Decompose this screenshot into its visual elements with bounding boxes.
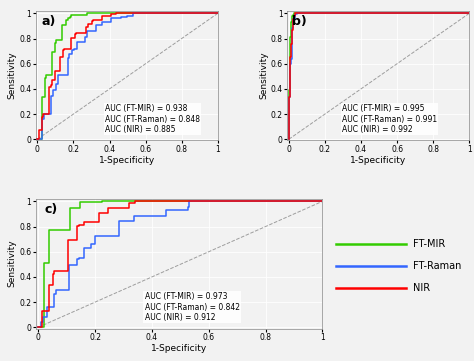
Y-axis label: Sensitivity: Sensitivity <box>8 240 17 287</box>
Text: AUC (FT-MIR) = 0.995
AUC (FT-Raman) = 0.991
AUC (NIR) = 0.992: AUC (FT-MIR) = 0.995 AUC (FT-Raman) = 0.… <box>342 104 437 134</box>
Text: NIR: NIR <box>413 283 430 293</box>
X-axis label: 1-Specificity: 1-Specificity <box>350 156 406 165</box>
X-axis label: 1-Specificity: 1-Specificity <box>99 156 155 165</box>
Text: a): a) <box>41 15 55 28</box>
X-axis label: 1-Specificity: 1-Specificity <box>151 344 207 353</box>
Text: FT-MIR: FT-MIR <box>413 239 446 249</box>
Y-axis label: Sensitivity: Sensitivity <box>8 52 17 100</box>
Text: AUC (FT-MIR) = 0.973
AUC (FT-Raman) = 0.842
AUC (NIR) = 0.912: AUC (FT-MIR) = 0.973 AUC (FT-Raman) = 0.… <box>145 292 239 322</box>
Text: c): c) <box>44 203 57 216</box>
Text: FT-Raman: FT-Raman <box>413 261 462 271</box>
Y-axis label: Sensitivity: Sensitivity <box>259 52 268 100</box>
Text: AUC (FT-MIR) = 0.938
AUC (FT-Raman) = 0.848
AUC (NIR) = 0.885: AUC (FT-MIR) = 0.938 AUC (FT-Raman) = 0.… <box>105 104 200 134</box>
Text: b): b) <box>292 15 307 28</box>
